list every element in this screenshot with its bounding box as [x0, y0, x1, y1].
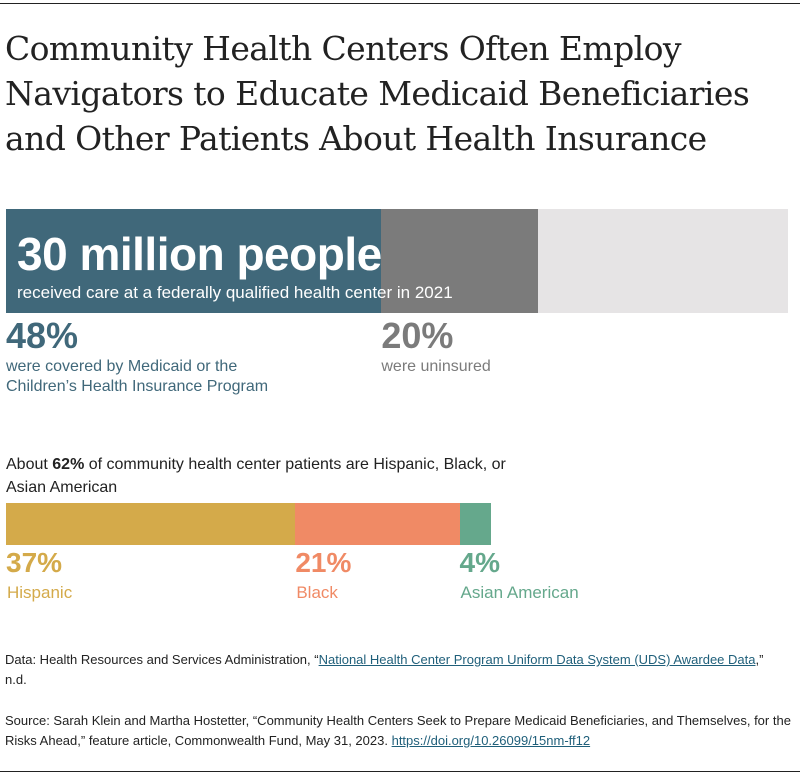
asian-american-pct: 4% — [459, 547, 501, 578]
top-rule — [0, 3, 800, 4]
subheadline: received care at a federally qualified h… — [17, 283, 453, 302]
hispanic-pct: 37% — [6, 547, 63, 578]
bottom-rule — [0, 771, 800, 772]
uninsured-segment — [381, 209, 538, 313]
hispanic-label: Hispanic — [7, 583, 73, 602]
data-note: Data: Health Resources and Services Admi… — [5, 652, 764, 687]
source-link[interactable]: https://doi.org/10.26099/15nm-ff12 — [391, 733, 591, 748]
medicaid-pct: 48% — [6, 315, 79, 356]
medicaid-segment — [6, 209, 382, 313]
black-segment — [295, 503, 460, 545]
source-note: Source: Sarah Klein and Martha Hostetter… — [5, 713, 791, 748]
chart-title: Community Health Centers Often Employ Na… — [5, 29, 750, 158]
medicaid-label: were covered by Medicaid or the Children… — [6, 358, 269, 395]
uninsured-label: were uninsured — [381, 358, 491, 375]
black-label: Black — [296, 583, 338, 602]
hispanic-segment — [6, 503, 296, 545]
black-pct: 21% — [295, 547, 352, 578]
uninsured-pct: 20% — [381, 315, 454, 356]
asian-american-segment — [459, 503, 491, 545]
race-intro: About 62% of community health center pat… — [6, 456, 506, 496]
asian-american-label: Asian American — [460, 583, 579, 602]
data-link[interactable]: National Health Center Program Uniform D… — [318, 652, 756, 667]
headline: 30 million people — [17, 228, 382, 280]
